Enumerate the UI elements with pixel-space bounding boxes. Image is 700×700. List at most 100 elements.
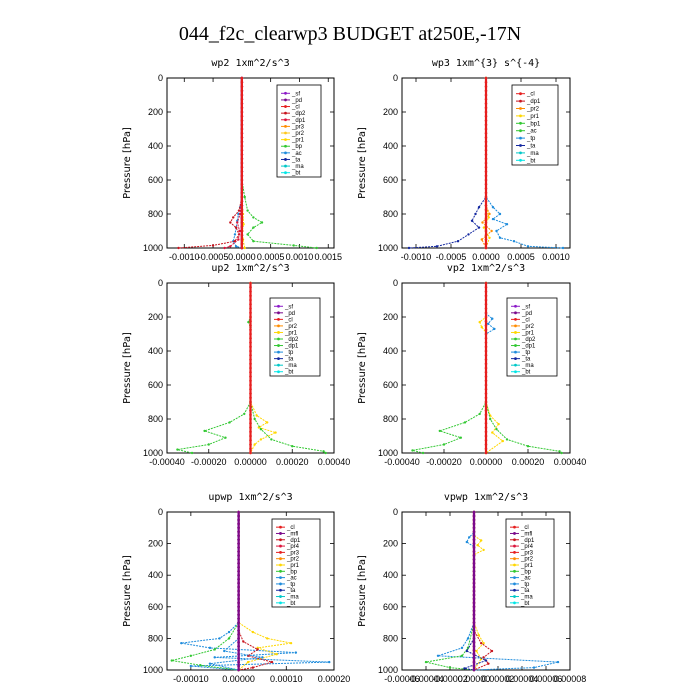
series-marker (472, 566, 476, 569)
series-marker (484, 238, 488, 241)
series-marker (484, 387, 488, 391)
series-marker (472, 617, 476, 620)
series-marker (249, 349, 252, 353)
legend-label: _ta (284, 357, 294, 363)
legend-marker (514, 350, 517, 354)
series-marker (484, 161, 488, 165)
legend-box (269, 297, 321, 377)
series-marker (484, 341, 488, 344)
series-marker (498, 212, 502, 216)
series-marker (213, 656, 216, 659)
series-marker (237, 621, 240, 624)
legend-box (506, 297, 558, 377)
panel-title: vpwp 1xm^2/s^3 (444, 492, 528, 503)
legend-marker (284, 91, 287, 95)
series-marker (472, 589, 476, 593)
legend-marker (514, 311, 517, 315)
y-tick-label: 1000 (378, 665, 398, 675)
series-line (178, 78, 243, 249)
series-marker (472, 550, 476, 553)
series-marker (237, 522, 240, 526)
series-marker (249, 392, 252, 395)
series-marker (240, 127, 244, 131)
series-marker (460, 646, 464, 650)
series-line (209, 512, 263, 671)
series-marker (237, 510, 240, 514)
series-marker (472, 538, 476, 541)
series-marker (237, 238, 240, 241)
series-marker (472, 522, 476, 526)
legend-marker (513, 582, 516, 586)
legend-label: _pr1 (291, 138, 305, 144)
series-marker (240, 93, 244, 97)
legend-marker (519, 121, 522, 125)
series-marker (442, 443, 446, 446)
series-marker (237, 562, 240, 565)
series-marker (223, 649, 226, 653)
series-marker (484, 229, 488, 233)
series-marker (484, 93, 488, 97)
series-marker (249, 281, 252, 285)
series-marker (407, 246, 411, 250)
series-marker (484, 417, 488, 421)
series-marker (270, 438, 273, 441)
series-marker (484, 212, 488, 216)
series-marker (247, 320, 250, 324)
legend-marker (279, 563, 282, 567)
series-marker (484, 345, 488, 349)
series-marker (459, 436, 462, 439)
series-marker (249, 302, 252, 306)
series-marker (249, 298, 252, 302)
legend-label: _bp1 (526, 121, 541, 127)
series-marker (240, 199, 244, 203)
legend-label: _dp1 (526, 99, 541, 105)
series-marker (558, 450, 561, 453)
legend-marker (279, 525, 282, 529)
series-marker (512, 240, 516, 243)
panel-title: wp2 1xm^2/s^3 (211, 58, 289, 69)
legend-marker (519, 129, 522, 133)
series-marker (480, 641, 483, 645)
series-marker (487, 662, 490, 665)
series-marker (484, 430, 488, 434)
legend-label: _dp2 (521, 337, 536, 343)
series-marker (289, 641, 293, 645)
legend-marker (519, 158, 522, 162)
series-marker (249, 336, 252, 340)
series-marker (491, 206, 495, 209)
series-marker (240, 140, 244, 144)
series-marker (251, 630, 255, 634)
legend-label: _pr3 (520, 550, 534, 556)
series-marker (484, 157, 488, 161)
series-marker (240, 89, 244, 93)
legend-label: _pr3 (291, 124, 305, 130)
series-marker (411, 449, 414, 452)
legend-marker (519, 136, 522, 140)
series-marker (484, 208, 488, 212)
series-marker (478, 412, 481, 416)
legend-label: _tp (521, 350, 531, 356)
series-marker (448, 666, 452, 669)
series-marker (484, 170, 488, 173)
series-marker (484, 315, 488, 319)
x-tick-label: -0.00020 (426, 457, 462, 467)
legend-marker (519, 114, 522, 118)
series-marker (556, 660, 560, 664)
series-marker (484, 426, 488, 429)
series-marker (229, 221, 232, 224)
series-marker (240, 80, 244, 84)
series-marker (240, 191, 244, 195)
legend-marker (514, 363, 517, 367)
series-marker (237, 593, 240, 597)
legend-label: _pr4 (286, 544, 300, 550)
series-marker (477, 226, 481, 229)
series-marker (484, 216, 488, 220)
series-marker (472, 597, 476, 601)
series-marker (486, 322, 490, 325)
series-marker (484, 404, 488, 408)
x-tick-label: -0.00004 (408, 674, 444, 684)
legend-marker (519, 151, 522, 155)
legend-marker (514, 317, 517, 321)
series-marker (424, 660, 428, 664)
series-marker (532, 666, 536, 669)
